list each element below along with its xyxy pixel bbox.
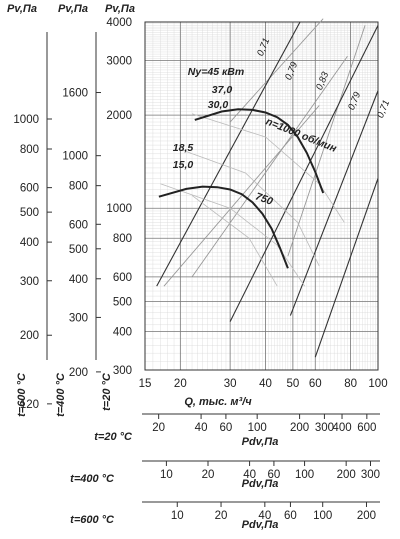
power-label: 18,5 <box>173 142 194 154</box>
efficiency-ray <box>314 178 379 358</box>
series-line-0 <box>194 108 325 194</box>
bottom-scale-label: 40 <box>195 422 208 434</box>
bottom-scale-label: 60 <box>220 422 233 434</box>
x-tick-label: 40 <box>259 378 272 390</box>
y-axis-label: Pv,Па <box>105 3 135 15</box>
power-curve <box>160 183 305 287</box>
power-label: 15,0 <box>173 159 194 171</box>
main-temp-label: t=20 °C <box>101 372 113 411</box>
bottom-scale-label: 20 <box>215 510 228 522</box>
y-tick-label: 3000 <box>106 56 132 68</box>
left-scale-title: Pv,Па <box>58 3 88 15</box>
efficiency-ray <box>229 18 324 123</box>
bottom-scale-label: 200 <box>290 422 309 434</box>
bottom-scale-label: 40 <box>243 469 256 481</box>
efficiency-ray <box>289 90 379 316</box>
left-scale-label: 600 <box>20 183 39 195</box>
power-label: Nу=45 кВт <box>188 66 244 78</box>
efficiency-ray <box>229 25 379 322</box>
bottom-scale-label: 200 <box>337 469 356 481</box>
bottom-scale-label: 10 <box>160 469 173 481</box>
y-tick-label: 1000 <box>106 203 132 215</box>
power-label: 37,0 <box>212 84 233 96</box>
left-scale-label: 400 <box>69 274 88 286</box>
bottom-scale-title: Pdv,Па <box>242 436 279 448</box>
left-scale-title: Pv,Па <box>7 3 37 15</box>
left-scale-label: 400 <box>20 237 39 249</box>
y-tick-label: 300 <box>113 365 132 377</box>
bottom-scale-temp: t=400 °C <box>70 473 115 485</box>
left-scale-label: 300 <box>69 312 88 324</box>
left-scale-label: 600 <box>69 219 88 231</box>
y-tick-label: 2000 <box>106 110 132 122</box>
bottom-scale-label: 100 <box>313 510 332 522</box>
left-scale-label: 1000 <box>62 151 88 163</box>
y-tick-label: 500 <box>113 296 132 308</box>
left-scale-label: 800 <box>69 181 88 193</box>
power-curve <box>191 113 345 223</box>
bottom-scale-label: 40 <box>258 510 271 522</box>
bottom-scale-label: 400 <box>332 422 351 434</box>
bottom-scale-label: 20 <box>152 422 165 434</box>
bottom-scale-title: Pdv,Па <box>242 478 279 490</box>
left-scale-label: 1000 <box>13 114 39 126</box>
efficiency-ray <box>163 105 320 287</box>
bottom-scale-temp: t=20 °C <box>94 431 133 443</box>
plot-frame <box>144 21 379 371</box>
y-tick-label: 400 <box>113 326 132 338</box>
x-tick-label: 15 <box>139 378 152 390</box>
efficiency-label: 0,71 <box>255 36 272 57</box>
bottom-scale-label: 600 <box>357 422 376 434</box>
bottom-scale-label: 200 <box>357 510 376 522</box>
x-tick-label: 30 <box>224 378 237 390</box>
bottom-scale-title: Pdv,Па <box>242 519 279 531</box>
bottom-scale-label: 20 <box>202 469 215 481</box>
x-tick-label: 20 <box>174 378 187 390</box>
bottom-scale-label: 60 <box>268 469 281 481</box>
y-tick-label: 800 <box>113 233 132 245</box>
x-tick-label: 100 <box>368 378 387 390</box>
series-label-750: 750 <box>254 191 275 208</box>
x-axis-label: Q, тыс. м³/ч <box>184 396 252 408</box>
left-scale-label: 800 <box>20 144 39 156</box>
x-tick-label: 50 <box>286 378 299 390</box>
left-scale-label: 200 <box>69 367 88 379</box>
bottom-scale-label: 100 <box>295 469 314 481</box>
bottom-scale-label: 10 <box>171 510 184 522</box>
bottom-scale-label: 300 <box>315 422 334 434</box>
left-scale-label: 300 <box>20 276 39 288</box>
left-scale-temp: t=400 °C <box>55 372 67 417</box>
y-tick-label: 4000 <box>106 17 132 29</box>
left-scale-label: 120 <box>20 399 39 411</box>
power-label: 30,0 <box>208 99 229 111</box>
series-line-1 <box>158 185 289 269</box>
power-curve <box>191 195 278 287</box>
bottom-scale-label: 60 <box>284 510 297 522</box>
left-scale-label: 1600 <box>62 88 88 100</box>
efficiency-ray <box>287 25 366 257</box>
efficiency-ray <box>191 55 348 278</box>
efficiency-label: 0,83 <box>314 70 331 92</box>
x-tick-label: 80 <box>344 378 357 390</box>
bottom-scale-label: 300 <box>361 469 380 481</box>
left-scale-label: 500 <box>20 207 39 219</box>
bottom-scale-label: 100 <box>248 422 267 434</box>
left-scale-label: 500 <box>69 244 88 256</box>
power-curve <box>180 149 320 267</box>
efficiency-ray <box>156 21 301 287</box>
bottom-scale-temp: t=600 °C <box>70 514 115 526</box>
left-scale-label: 200 <box>20 330 39 342</box>
x-tick-label: 60 <box>309 378 322 390</box>
left-scale-temp: t=600 °C <box>16 372 28 417</box>
y-tick-label: 600 <box>113 272 132 284</box>
